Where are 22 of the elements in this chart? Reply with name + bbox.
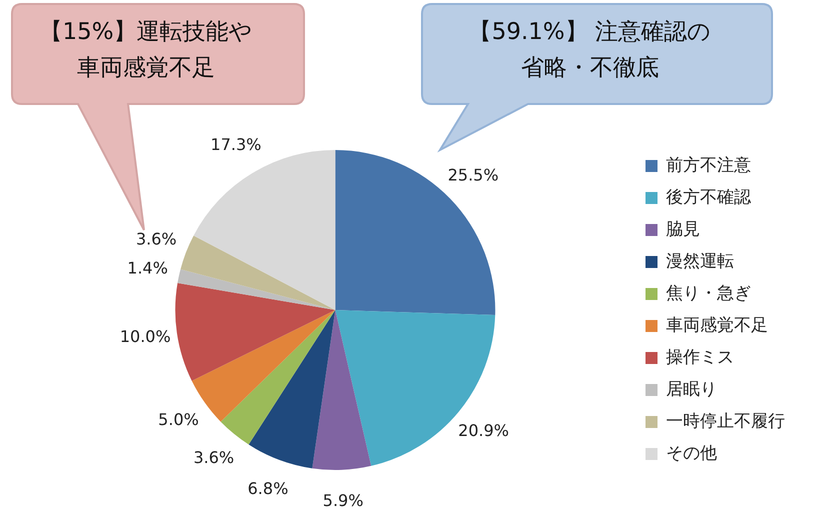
data-label: 5.9% <box>322 490 364 510</box>
data-label: 10.0% <box>120 326 171 346</box>
data-label: 6.8% <box>248 478 288 498</box>
legend-label: 前方不注意 <box>666 155 751 176</box>
data-label: 20.9% <box>458 421 509 440</box>
data-label: 17.3% <box>210 134 262 154</box>
legend-label: 一時停止不履行 <box>666 411 785 432</box>
legend-label: 車両感覚不足 <box>666 315 768 336</box>
text: 【15%】運転技能や車両感覚不足 <box>38 18 254 83</box>
data-label: 5.0% <box>158 410 199 430</box>
legend-label: 操作ミス <box>666 347 734 368</box>
legend-label: その他 <box>666 443 717 464</box>
text: 【59.1%】 注意確認の省略・不徹底 <box>468 18 712 83</box>
legend-label: 焦り・急ぎ <box>666 283 751 304</box>
legend-label: 居眠り <box>666 379 717 400</box>
legend-label: 漫然運転 <box>666 251 734 272</box>
data-label: 1.4% <box>127 258 168 278</box>
legend-label: 脇見 <box>666 219 700 240</box>
data-label: 3.6% <box>136 230 177 249</box>
data-label: 25.5% <box>448 166 499 185</box>
data-label: 3.6% <box>193 448 234 467</box>
legend-label: 後方不確認 <box>666 187 751 208</box>
